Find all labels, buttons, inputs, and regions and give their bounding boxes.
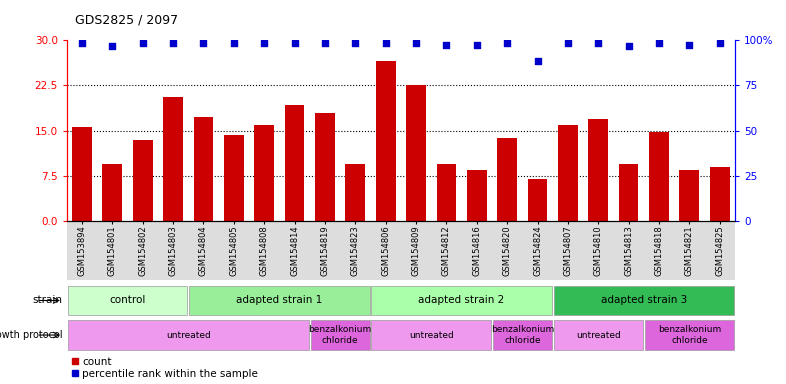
- Bar: [553, 286, 734, 315]
- Text: adapted strain 3: adapted strain 3: [601, 295, 687, 306]
- Point: [410, 40, 422, 46]
- Point: [531, 58, 544, 65]
- Text: adapted strain 2: adapted strain 2: [418, 295, 505, 306]
- Point: [75, 40, 88, 46]
- Point: [623, 43, 635, 50]
- Bar: [315, 113, 335, 221]
- Bar: [553, 320, 643, 350]
- Text: untreated: untreated: [166, 331, 211, 339]
- Bar: [376, 61, 395, 221]
- Bar: [372, 320, 491, 350]
- Bar: [527, 179, 547, 221]
- Text: GDS2825 / 2097: GDS2825 / 2097: [75, 14, 178, 27]
- Text: control: control: [109, 295, 145, 306]
- Point: [106, 43, 119, 50]
- Point: [288, 40, 301, 46]
- Point: [228, 40, 241, 46]
- Bar: [68, 320, 309, 350]
- Bar: [710, 167, 729, 221]
- Point: [380, 40, 392, 46]
- Point: [197, 40, 210, 46]
- Bar: [589, 119, 608, 221]
- Bar: [193, 118, 213, 221]
- Bar: [102, 164, 123, 221]
- Point: [652, 40, 665, 46]
- Text: benzalkonium
chloride: benzalkonium chloride: [490, 325, 554, 345]
- Bar: [224, 136, 244, 221]
- Bar: [498, 138, 517, 221]
- Point: [167, 40, 179, 46]
- Bar: [649, 132, 669, 221]
- Bar: [255, 124, 274, 221]
- Bar: [406, 86, 426, 221]
- Point: [137, 40, 149, 46]
- Text: strain: strain: [33, 295, 63, 306]
- Text: benzalkonium
chloride: benzalkonium chloride: [308, 325, 372, 345]
- Text: benzalkonium
chloride: benzalkonium chloride: [658, 325, 721, 345]
- Bar: [558, 124, 578, 221]
- Bar: [68, 286, 187, 315]
- Bar: [372, 286, 552, 315]
- Bar: [345, 164, 365, 221]
- Text: untreated: untreated: [576, 331, 621, 339]
- Point: [349, 40, 362, 46]
- Point: [592, 40, 604, 46]
- Bar: [645, 320, 734, 350]
- Point: [318, 40, 331, 46]
- Point: [440, 41, 453, 48]
- Bar: [189, 286, 369, 315]
- Bar: [619, 164, 638, 221]
- Point: [562, 40, 575, 46]
- Point: [471, 41, 483, 48]
- Text: adapted strain 1: adapted strain 1: [237, 295, 322, 306]
- Text: growth protocol: growth protocol: [0, 330, 63, 340]
- Bar: [285, 105, 304, 221]
- Point: [683, 41, 696, 48]
- Bar: [679, 170, 700, 221]
- Point: [258, 40, 270, 46]
- Bar: [436, 164, 457, 221]
- Bar: [467, 170, 487, 221]
- Point: [501, 40, 513, 46]
- Bar: [310, 320, 369, 350]
- Legend: count, percentile rank within the sample: count, percentile rank within the sample: [72, 357, 259, 379]
- Bar: [133, 140, 152, 221]
- Bar: [493, 320, 552, 350]
- Point: [714, 40, 726, 46]
- Text: untreated: untreated: [409, 331, 454, 339]
- Bar: [163, 98, 183, 221]
- Bar: [72, 127, 92, 221]
